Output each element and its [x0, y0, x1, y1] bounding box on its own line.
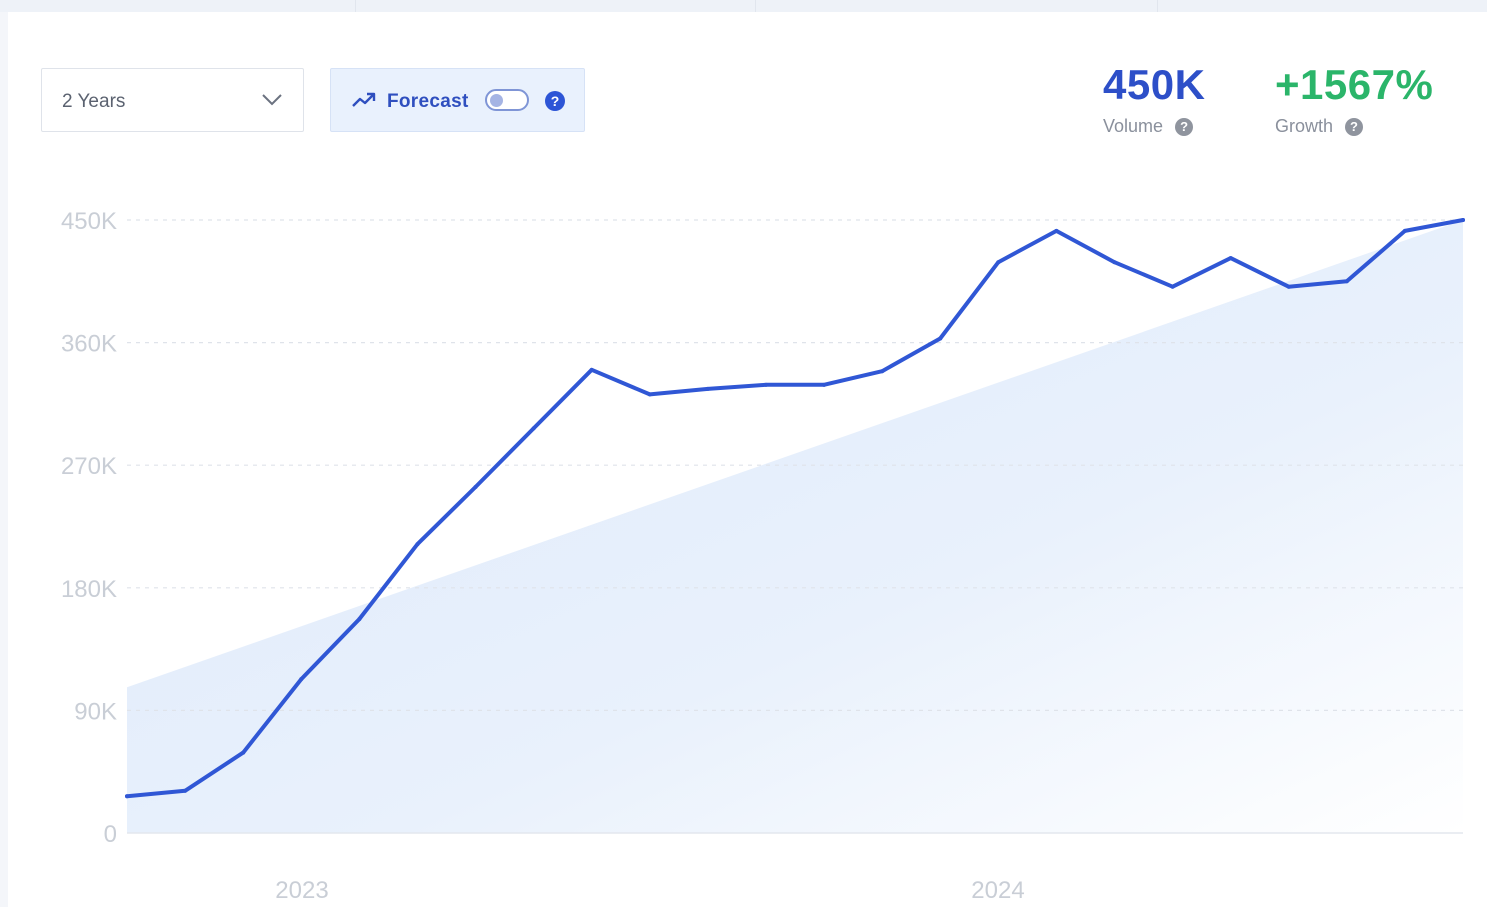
data-point — [1054, 228, 1059, 233]
y-tick-label: 180K — [61, 576, 117, 603]
question-icon[interactable]: ? — [1345, 117, 1364, 136]
data-point — [1344, 279, 1349, 284]
growth-value: +1567% — [1275, 61, 1434, 108]
data-point — [1112, 260, 1117, 265]
volume-label: Volume — [1103, 116, 1164, 136]
data-point — [822, 382, 827, 387]
data-point — [996, 260, 1001, 265]
y-tick-label: 270K — [61, 453, 117, 480]
top-divider — [755, 0, 756, 12]
x-tick-label: 2024 — [971, 877, 1024, 904]
top-strip — [0, 0, 1487, 12]
trend-area — [127, 220, 1463, 833]
range-select[interactable]: 2 Years — [41, 68, 304, 132]
y-tick-label: 0 — [104, 821, 117, 848]
data-point — [705, 386, 710, 391]
x-tick-label: 2023 — [275, 877, 328, 904]
data-point — [1228, 256, 1233, 261]
forecast-label: Forecast — [387, 91, 469, 112]
y-tick-label: 450K — [61, 208, 117, 235]
volume-series-line — [125, 218, 1465, 799]
trend-up-icon — [351, 91, 377, 114]
data-point — [1402, 228, 1407, 233]
top-divider — [1157, 0, 1158, 12]
data-point — [880, 369, 885, 374]
toggle-knob — [490, 94, 503, 107]
question-icon[interactable]: ? — [545, 91, 565, 111]
data-point — [647, 392, 652, 397]
data-point — [1170, 284, 1175, 289]
top-divider — [355, 0, 356, 12]
data-point — [763, 382, 768, 387]
growth-label: Growth — [1275, 116, 1334, 136]
data-point — [183, 788, 188, 793]
data-point — [299, 677, 304, 682]
data-point — [415, 542, 420, 547]
y-tick-label: 360K — [61, 331, 117, 358]
data-point — [357, 617, 362, 622]
y-tick-label: 90K — [74, 698, 117, 725]
forecast-toggle[interactable] — [485, 89, 529, 111]
question-icon[interactable]: ? — [1175, 117, 1194, 136]
data-point — [473, 484, 478, 489]
range-select-label: 2 Years — [62, 91, 126, 112]
volume-value: 450K — [1103, 61, 1206, 108]
data-point — [938, 336, 943, 341]
data-point — [125, 794, 129, 799]
growth-stat: +1567% Growth ? — [1275, 60, 1433, 137]
data-point — [1461, 218, 1465, 222]
chevron-down-icon — [261, 93, 283, 112]
data-point — [241, 750, 246, 755]
data-point — [1286, 284, 1291, 289]
data-point — [531, 426, 536, 431]
data-point — [589, 367, 594, 372]
volume-stat: 450K Volume ? — [1103, 60, 1205, 137]
forecast-control: Forecast ? — [330, 68, 585, 132]
